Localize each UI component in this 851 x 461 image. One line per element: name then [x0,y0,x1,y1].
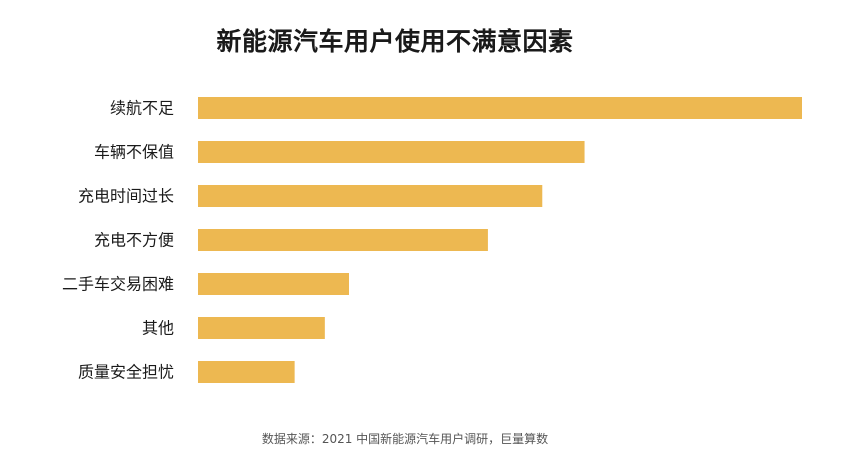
category-label: 其他 [142,319,174,338]
category-label: 充电时间过长 [78,187,174,206]
category-label: 续航不足 [110,99,174,118]
bar [198,141,585,163]
chart-title: 新能源汽车用户使用不满意因素 [216,27,574,56]
bar [198,185,543,207]
bar [198,97,802,119]
source-note: 数据来源：2021 中国新能源汽车用户调研，巨量算数 [261,432,549,446]
category-label: 二手车交易困难 [62,275,174,294]
bar [198,273,349,295]
bar [198,361,295,383]
bar [198,229,488,251]
category-label: 充电不方便 [94,231,174,250]
category-label: 车辆不保值 [94,143,174,162]
bar [198,317,325,339]
category-label: 质量安全担忧 [78,363,174,382]
